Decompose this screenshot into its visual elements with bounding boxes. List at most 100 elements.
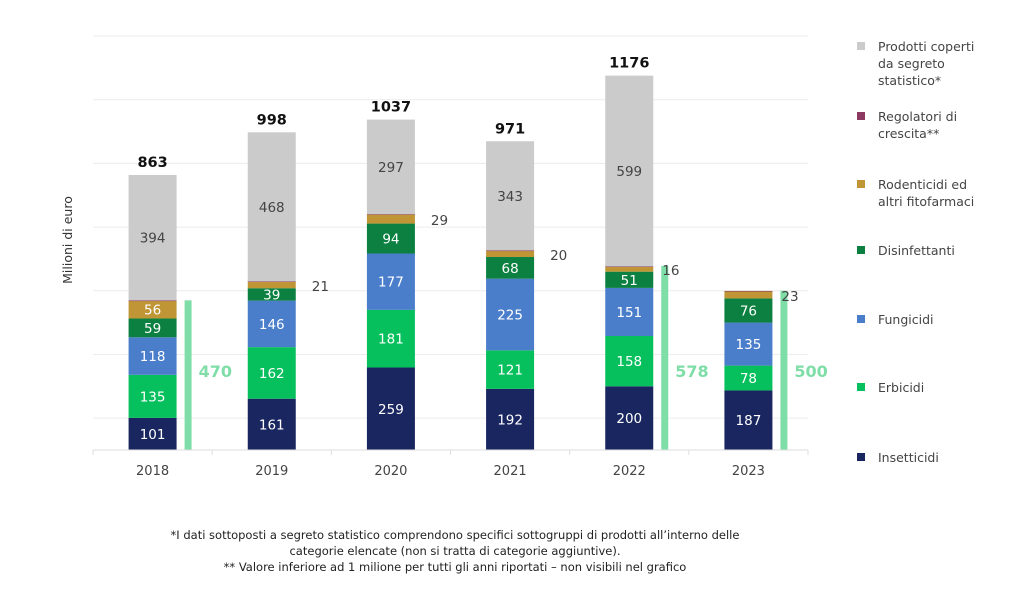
bar-segment bbox=[128, 318, 177, 338]
bar-segment bbox=[128, 175, 177, 301]
bar-segment bbox=[247, 288, 296, 301]
bar-segment bbox=[486, 257, 535, 279]
bar-segment bbox=[366, 367, 415, 450]
bar-segment bbox=[247, 281, 296, 289]
side-label: 21 bbox=[312, 279, 329, 295]
segment-label: 187 bbox=[736, 413, 762, 429]
bar-segment bbox=[366, 214, 415, 224]
bar-segment bbox=[366, 223, 415, 254]
bar-segment bbox=[366, 214, 415, 215]
side-label: 23 bbox=[781, 289, 798, 305]
bar-segment bbox=[724, 291, 773, 299]
bar-segment bbox=[605, 287, 654, 336]
side-label: 16 bbox=[662, 263, 679, 279]
bar-segment bbox=[724, 365, 773, 391]
legend-item: Prodotti coperti da segreto statistico* bbox=[857, 38, 986, 89]
total-label: 1037 bbox=[371, 100, 411, 116]
bar-segment bbox=[605, 271, 654, 288]
y-axis-label: Milioni di euro bbox=[60, 196, 75, 284]
bar-segment bbox=[366, 119, 415, 215]
bar-segment bbox=[247, 398, 296, 450]
bar-segment bbox=[605, 75, 654, 267]
bar-segment bbox=[486, 350, 535, 389]
bar-segment bbox=[486, 388, 535, 450]
bar-segment bbox=[486, 141, 535, 251]
segment-label: 468 bbox=[259, 200, 285, 216]
legend-label: Regolatori di crescita** bbox=[878, 109, 958, 141]
data-labels: 101 135 118 59 56 394 863 470 161 162 146 39 21 468 99… bbox=[137, 56, 827, 443]
legend-swatch bbox=[857, 246, 865, 254]
segment-label: 297 bbox=[378, 160, 404, 176]
legend-label: Erbicidi bbox=[878, 380, 925, 395]
segment-label: 118 bbox=[140, 349, 166, 365]
bar-segment bbox=[366, 253, 415, 310]
segment-label: 151 bbox=[616, 305, 642, 321]
legend-item: Rodenticidi ed altri fitofarmaci bbox=[857, 176, 986, 210]
bar-segment bbox=[724, 290, 773, 292]
legend-swatch bbox=[857, 112, 865, 120]
x-tick-label: 2023 bbox=[732, 464, 765, 479]
segment-label: 68 bbox=[501, 261, 518, 277]
bar-segment bbox=[247, 132, 296, 282]
legend-label: Rodenticidi ed altri fitofarmaci bbox=[878, 177, 975, 209]
segment-label: 59 bbox=[144, 321, 161, 337]
segment-label: 177 bbox=[378, 275, 404, 291]
segment-label: 121 bbox=[497, 363, 523, 379]
total-label: 971 bbox=[495, 121, 525, 137]
segment-label: 161 bbox=[259, 417, 285, 433]
bar-segment bbox=[247, 281, 296, 282]
footnote: *I dati sottoposti a segreto statistico … bbox=[100, 527, 810, 575]
legend-swatch bbox=[857, 42, 865, 50]
legend-item: Erbicidi bbox=[857, 379, 986, 396]
segment-label: 78 bbox=[740, 371, 757, 387]
bar-segment bbox=[486, 250, 535, 258]
bar-segment bbox=[724, 298, 773, 323]
x-tick-label: 2018 bbox=[136, 464, 169, 479]
segment-label: 181 bbox=[378, 332, 404, 348]
bar-segment bbox=[605, 335, 654, 387]
segment-label: 162 bbox=[259, 366, 285, 382]
legend-swatch bbox=[857, 315, 865, 323]
bars bbox=[128, 75, 788, 450]
bar-segment bbox=[247, 347, 296, 399]
x-tick-label: 2020 bbox=[374, 464, 407, 479]
side-label: 29 bbox=[431, 213, 448, 229]
highlight-label: 578 bbox=[675, 362, 708, 381]
legend-label: Insetticidi bbox=[878, 450, 939, 465]
segment-label: 135 bbox=[140, 389, 166, 405]
legend-item: Regolatori di crescita** bbox=[857, 108, 986, 142]
segment-label: 599 bbox=[616, 164, 642, 180]
segment-label: 101 bbox=[140, 427, 166, 443]
bar-segment bbox=[486, 278, 535, 351]
legend-label: Disinfettanti bbox=[878, 243, 955, 258]
legend-item: Fungicidi bbox=[857, 311, 986, 328]
segment-label: 94 bbox=[382, 232, 399, 248]
segment-label: 51 bbox=[621, 273, 638, 289]
bar-segment bbox=[605, 266, 654, 268]
bar-segment bbox=[366, 309, 415, 368]
segment-label: 135 bbox=[736, 337, 762, 353]
bar-segment bbox=[128, 417, 177, 450]
legend-item: Insetticidi bbox=[857, 449, 986, 466]
segment-label: 56 bbox=[144, 303, 161, 319]
legend-item: Disinfettanti bbox=[857, 242, 986, 259]
legend-label: Prodotti coperti da segreto statistico* bbox=[878, 39, 975, 88]
x-tick-label: 2022 bbox=[613, 464, 646, 479]
segment-label: 225 bbox=[497, 307, 523, 323]
legend-label: Fungicidi bbox=[878, 312, 934, 327]
legend-swatch bbox=[857, 383, 865, 391]
segment-label: 394 bbox=[140, 231, 166, 247]
bar-segment bbox=[605, 386, 654, 450]
total-label: 863 bbox=[137, 155, 167, 171]
bar-segment bbox=[128, 337, 177, 375]
bar-segment bbox=[128, 374, 177, 418]
segment-label: 192 bbox=[497, 412, 523, 428]
highlight-label: 470 bbox=[199, 362, 232, 381]
segment-label: 76 bbox=[740, 304, 757, 320]
segment-label: 259 bbox=[378, 402, 404, 418]
footnote-line-2: categorie elencate (non si tratta di cat… bbox=[289, 544, 621, 558]
segment-label: 39 bbox=[263, 287, 280, 303]
side-label: 20 bbox=[550, 248, 567, 264]
highlight-bar bbox=[661, 265, 669, 450]
